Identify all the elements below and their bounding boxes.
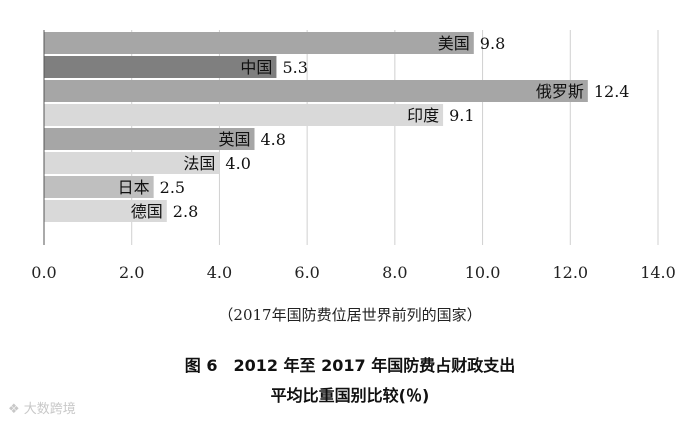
x-tick-label: 12.0 (552, 263, 588, 282)
x-tick-label: 0.0 (31, 263, 56, 282)
category-label: 印度 (407, 106, 439, 125)
watermark-logo: ❖ 大数跨境 (8, 398, 76, 417)
bar (44, 152, 220, 174)
value-label: 5.3 (282, 58, 307, 77)
bar (44, 56, 277, 78)
category-label: 德国 (131, 202, 163, 221)
bar (44, 200, 167, 222)
value-label: 12.4 (594, 82, 630, 101)
bar (44, 176, 154, 198)
x-tick-label: 8.0 (382, 263, 407, 282)
bar (44, 104, 444, 126)
bar (44, 80, 588, 102)
bar-chart: 美国 9.8 中国 5.3 俄罗斯 12.4 印度 9.1 英国 4.8 法国 4.0 日本 2.5 德国 2… (31, 30, 676, 282)
x-tick-label: 2.0 (119, 263, 144, 282)
value-label: 2.8 (173, 202, 198, 221)
category-label: 法国 (183, 154, 215, 173)
value-label: 4.0 (225, 154, 250, 173)
value-label: 9.8 (480, 34, 505, 53)
value-label: 9.1 (449, 106, 474, 125)
category-label: 日本 (118, 178, 150, 197)
bar (44, 32, 474, 54)
x-tick-label: 14.0 (640, 263, 676, 282)
bar (44, 128, 255, 150)
chart-title-line-1: 图 6 2012 年至 2017 年国防费占财政支出 (184, 356, 516, 375)
watermark-text: 大数跨境 (23, 402, 76, 417)
chart-title-line-2: 平均比重国别比较(％) (270, 386, 430, 405)
category-label: 中国 (240, 58, 272, 77)
chart-subtitle: （2017年国防费位居世界前列的国家） (218, 306, 482, 324)
watermark-icon: ❖ (8, 402, 20, 417)
value-label: 4.8 (261, 130, 286, 149)
x-tick-label: 6.0 (294, 263, 319, 282)
value-label: 2.5 (160, 178, 185, 197)
category-label: 美国 (438, 34, 470, 53)
category-label: 俄罗斯 (536, 82, 584, 101)
x-tick-label: 4.0 (207, 263, 232, 282)
category-label: 英国 (218, 130, 250, 149)
x-tick-label: 10.0 (465, 263, 501, 282)
